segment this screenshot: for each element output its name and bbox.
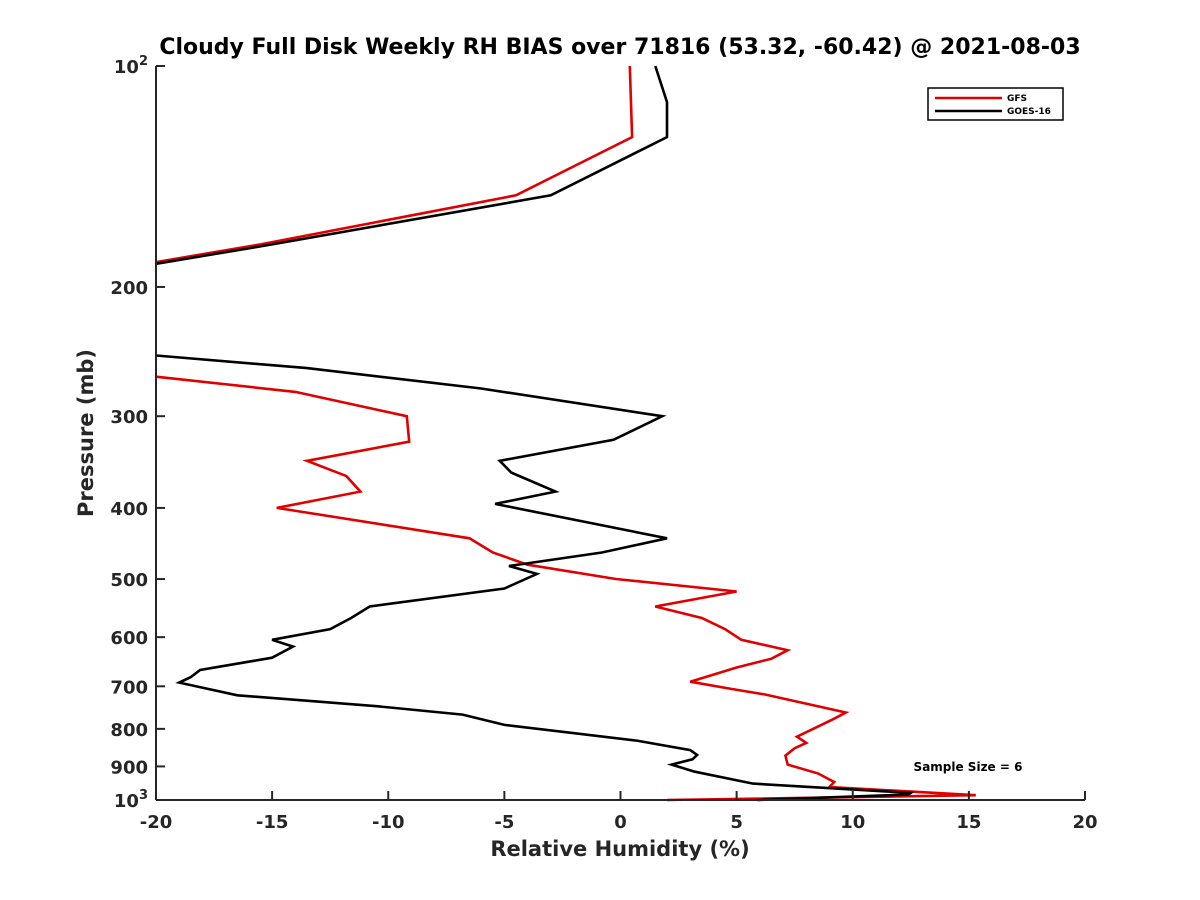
y-tick-label: 800 bbox=[110, 720, 148, 741]
y-ticks: 102 200 300 400 500 600 700 800 900 103 bbox=[110, 54, 165, 812]
y-tick-label: 400 bbox=[110, 499, 148, 520]
legend: GFS GOES-16 bbox=[927, 87, 1064, 121]
plot-lines bbox=[155, 65, 976, 802]
legend-label-goes16: GOES-16 bbox=[1007, 107, 1051, 117]
x-tick-label: -20 bbox=[140, 812, 173, 833]
y-tick-label: 900 bbox=[110, 757, 148, 778]
x-ticks: -20 -15 -10 -5 0 5 10 15 20 bbox=[140, 791, 1098, 833]
x-tick-label: -15 bbox=[256, 812, 289, 833]
x-tick-label: 10 bbox=[840, 812, 865, 833]
legend-label-gfs: GFS bbox=[1007, 94, 1027, 104]
series-line-gfs-segment-1 bbox=[155, 65, 634, 264]
x-tick-label: 20 bbox=[1072, 812, 1097, 833]
x-tick-label: 0 bbox=[614, 812, 627, 833]
y-axis-label: Pressure (mb) bbox=[74, 349, 98, 517]
y-tick-label: 600 bbox=[110, 628, 148, 649]
x-tick-label: -5 bbox=[494, 812, 514, 833]
y-tick-label: 300 bbox=[110, 407, 148, 428]
y-tick-label: 200 bbox=[110, 278, 148, 299]
legend-box bbox=[927, 87, 1064, 121]
y-tick-label: 103 bbox=[114, 788, 148, 812]
y-tick-label: 500 bbox=[110, 570, 148, 591]
y-tick-label: 700 bbox=[110, 677, 148, 698]
series-line-goes16-segment-1 bbox=[155, 65, 669, 266]
x-tick-label: 15 bbox=[956, 812, 981, 833]
x-tick-label: 5 bbox=[730, 812, 743, 833]
chart-title: Cloudy Full Disk Weekly RH BIAS over 718… bbox=[159, 35, 1080, 60]
x-axis-label: Relative Humidity (%) bbox=[490, 837, 749, 861]
series-line-gfs-segment-2 bbox=[155, 375, 976, 802]
series-line-goes16-segment-2 bbox=[155, 354, 915, 802]
sample-size-annotation: Sample Size = 6 bbox=[914, 760, 1023, 774]
x-tick-label: -10 bbox=[372, 812, 405, 833]
y-tick-label: 102 bbox=[114, 54, 148, 78]
